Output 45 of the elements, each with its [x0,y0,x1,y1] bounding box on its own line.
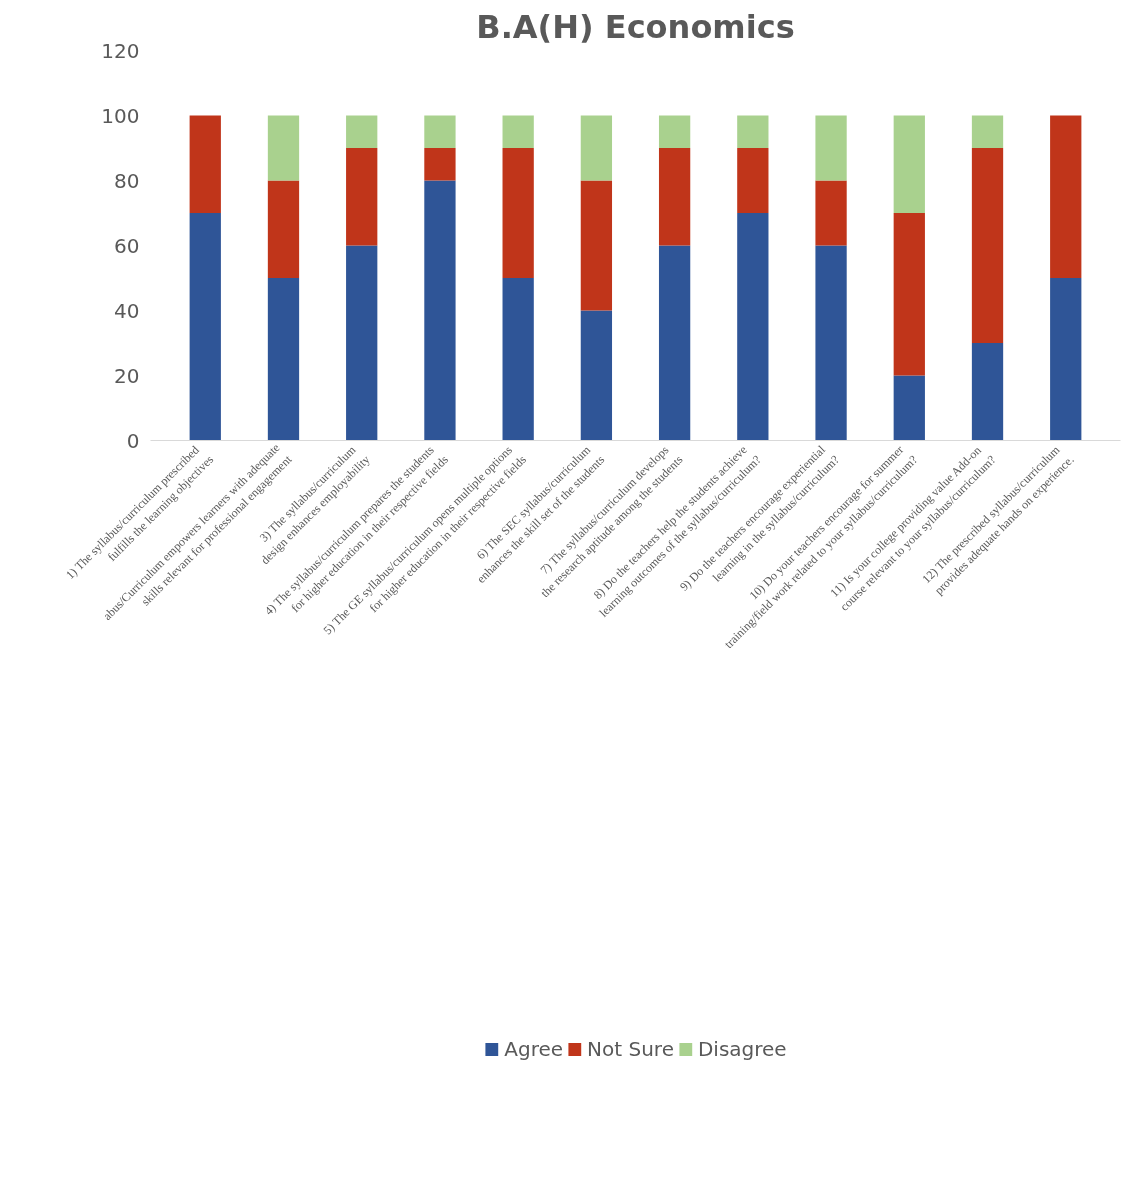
y-tick-label: 100 [101,103,140,128]
bar [815,245,847,441]
bar [815,115,847,181]
y-tick-label: 20 [114,363,140,388]
y-tick-label: 0 [126,428,140,453]
bar [658,245,691,441]
y-tick-label: 80 [114,168,140,193]
bar [971,115,1004,148]
bar [502,115,534,148]
bar [971,148,1004,343]
bar [580,310,613,441]
legend-label: Not Sure [587,1037,674,1061]
bar [737,148,769,213]
bar [737,213,769,441]
bar [346,148,378,246]
legend-label: Agree [504,1037,564,1061]
bar [189,213,221,441]
bar [971,343,1004,441]
bar [267,180,300,278]
bar [502,278,534,441]
bar [346,245,378,441]
bar [502,148,534,278]
bar [893,213,925,376]
bar [424,148,456,181]
bar [737,115,769,148]
bar [424,180,456,441]
bar [346,115,378,148]
chart-title: B.A(H) Economics [476,7,795,46]
bar [1050,115,1082,278]
bar [267,115,300,181]
bar [893,115,925,213]
y-tick-label: 60 [114,233,140,258]
bar [658,115,691,148]
bar [658,148,691,246]
bar [1050,278,1082,441]
bar [424,115,456,148]
y-tick-label: 120 [101,38,140,63]
bar [189,115,221,213]
bar [267,278,300,441]
bar [580,115,613,181]
legend-label: Disagree [697,1037,787,1061]
bar [815,180,847,246]
y-tick-label: 40 [114,298,140,323]
bar [893,375,925,441]
bar [580,180,613,311]
